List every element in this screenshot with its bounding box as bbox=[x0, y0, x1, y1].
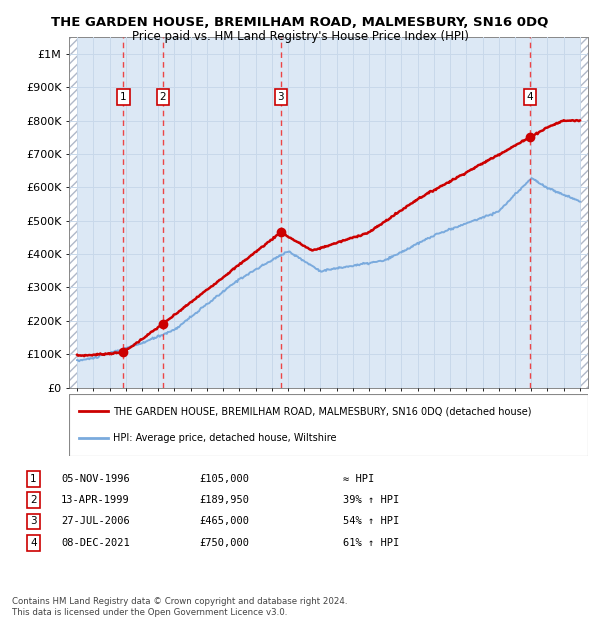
Text: ≈ HPI: ≈ HPI bbox=[343, 474, 374, 484]
Text: 05-NOV-1996: 05-NOV-1996 bbox=[61, 474, 130, 484]
Text: 13-APR-1999: 13-APR-1999 bbox=[61, 495, 130, 505]
Text: THE GARDEN HOUSE, BREMILHAM ROAD, MALMESBURY, SN16 0DQ: THE GARDEN HOUSE, BREMILHAM ROAD, MALMES… bbox=[52, 16, 548, 29]
Text: Contains HM Land Registry data © Crown copyright and database right 2024.
This d: Contains HM Land Registry data © Crown c… bbox=[12, 598, 347, 617]
Text: Price paid vs. HM Land Registry's House Price Index (HPI): Price paid vs. HM Land Registry's House … bbox=[131, 30, 469, 43]
Text: £105,000: £105,000 bbox=[199, 474, 249, 484]
FancyBboxPatch shape bbox=[69, 394, 588, 456]
Text: 27-JUL-2006: 27-JUL-2006 bbox=[61, 516, 130, 526]
Text: 3: 3 bbox=[30, 516, 37, 526]
Bar bbox=[580, 37, 588, 387]
Text: 4: 4 bbox=[527, 92, 533, 102]
Text: 54% ↑ HPI: 54% ↑ HPI bbox=[343, 516, 400, 526]
Text: £189,950: £189,950 bbox=[199, 495, 249, 505]
Text: 2: 2 bbox=[160, 92, 166, 102]
Text: 3: 3 bbox=[278, 92, 284, 102]
Text: 39% ↑ HPI: 39% ↑ HPI bbox=[343, 495, 400, 505]
Text: THE GARDEN HOUSE, BREMILHAM ROAD, MALMESBURY, SN16 0DQ (detached house): THE GARDEN HOUSE, BREMILHAM ROAD, MALMES… bbox=[113, 406, 532, 416]
Text: 61% ↑ HPI: 61% ↑ HPI bbox=[343, 538, 400, 547]
Text: 1: 1 bbox=[120, 92, 127, 102]
Text: £465,000: £465,000 bbox=[199, 516, 249, 526]
Text: 4: 4 bbox=[30, 538, 37, 547]
Text: 1: 1 bbox=[30, 474, 37, 484]
Text: £750,000: £750,000 bbox=[199, 538, 249, 547]
Text: HPI: Average price, detached house, Wiltshire: HPI: Average price, detached house, Wilt… bbox=[113, 433, 337, 443]
Text: 08-DEC-2021: 08-DEC-2021 bbox=[61, 538, 130, 547]
Text: 2: 2 bbox=[30, 495, 37, 505]
Bar bbox=[69, 37, 77, 387]
